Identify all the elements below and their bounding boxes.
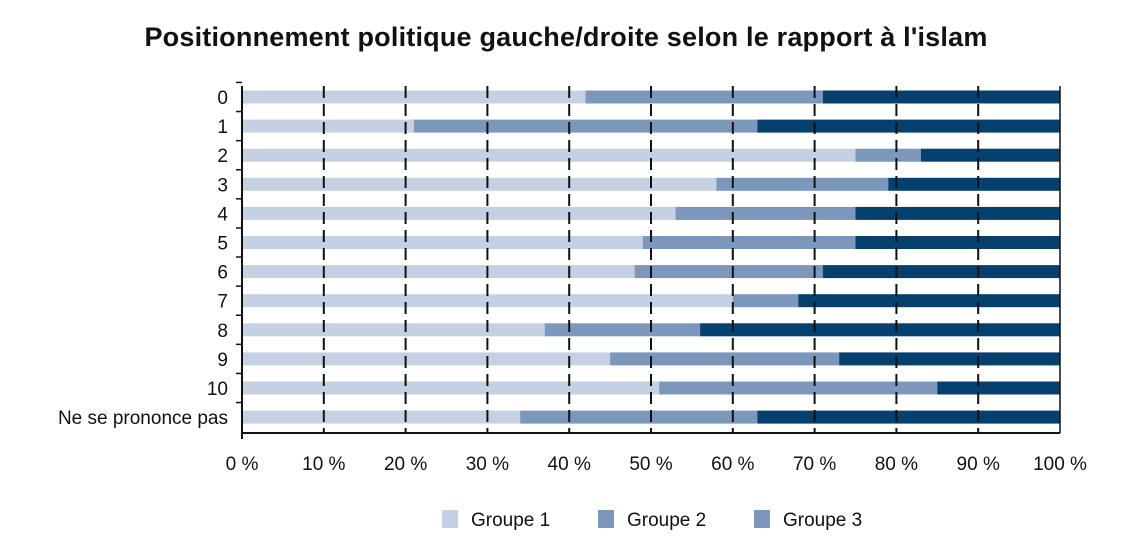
x-tick-label: 50 % [629,454,672,475]
legend-swatch [754,510,770,528]
bar-segment-5-2 [642,236,856,249]
category-label: 5 [217,234,228,255]
bar-segment-3-1 [242,177,717,191]
bar-segment-9-2 [610,352,840,366]
bar-segment-1-1 [242,119,414,133]
bar-segment-1-2 [413,119,758,133]
bar-segment-8-1 [242,323,545,337]
bar-segment-10-3 [937,381,1060,395]
bar-segment-10-1 [242,381,660,395]
bar-segment-6-3 [822,265,1060,279]
bar-segment-3-3 [888,177,1060,191]
bar-segment-5-1 [242,236,643,249]
bars-layer [242,90,1060,424]
bar-segment-8-3 [700,323,1060,337]
category-label: 1 [217,117,228,138]
category-label: 2 [217,146,228,167]
tick-labels: 0 % 10 % 20 % 30 % 40 % 50 % 60 % 70 % 80 % 90 % 1… [226,454,1087,475]
bar-segment-7-3 [798,294,1060,308]
category-label: 9 [217,350,228,371]
category-label: 4 [217,204,228,225]
bar-segment-0-1 [242,90,586,104]
bar-segment-3-2 [716,177,889,191]
bar-segment-4-3 [855,206,1060,220]
chart-title: Positionnement politique gauche/droite s… [144,22,988,52]
bar-segment-2-3 [920,148,1060,162]
x-tick-label: 60 % [711,454,754,475]
bar-segment-1-3 [757,119,1060,133]
bar-segment-8-2 [544,323,701,337]
bar-segment-9-3 [839,352,1060,366]
x-tick-label: 100 % [1033,454,1087,475]
bar-segment-2-1 [242,148,856,162]
legend: Groupe 1 Groupe 2 Groupe 3 [442,510,862,531]
category-labels: 0 1 2 3 4 5 6 7 8 9 10 Ne se prononce pas [58,88,228,429]
bar-segment-11-1 [242,410,521,424]
bar-segment-7-1 [242,294,733,308]
bar-segment-7-2 [732,294,799,308]
axes-layer [236,81,1061,439]
bar-segment-6-2 [634,265,823,279]
category-label: 7 [217,292,228,313]
bar-segment-6-1 [242,265,635,279]
bar-segment-11-2 [520,410,758,424]
category-label: 3 [217,175,228,196]
bar-segment-0-2 [585,90,823,104]
x-tick-label: 90 % [957,454,1000,475]
bar-segment-4-2 [675,206,856,220]
category-label: 10 [207,379,228,400]
legend-swatch [598,510,614,528]
bar-segment-11-3 [757,410,1060,424]
legend-label: Groupe 2 [627,510,706,531]
bar-segment-5-3 [855,236,1060,249]
bar-segment-10-2 [659,381,938,395]
x-tick-label: 30 % [466,454,509,475]
x-tick-label: 40 % [548,454,591,475]
bar-segment-4-1 [242,206,676,220]
legend-swatch [442,510,458,528]
x-tick-label: 10 % [302,454,345,475]
legend-label: Groupe 3 [783,510,862,531]
category-label: 0 [217,88,228,109]
bar-segment-2-2 [855,148,921,162]
category-label: Ne se prononce pas [58,408,228,429]
x-tick-label: 80 % [875,454,918,475]
grid-layer [322,86,980,433]
category-label: 8 [217,321,228,342]
category-label: 6 [217,263,228,284]
x-tick-label: 70 % [793,454,836,475]
legend-label: Groupe 1 [471,510,550,531]
bar-segment-9-1 [242,352,611,366]
x-tick-label: 20 % [384,454,427,475]
bar-segment-0-3 [822,90,1060,104]
x-tick-label: 0 % [226,454,259,475]
